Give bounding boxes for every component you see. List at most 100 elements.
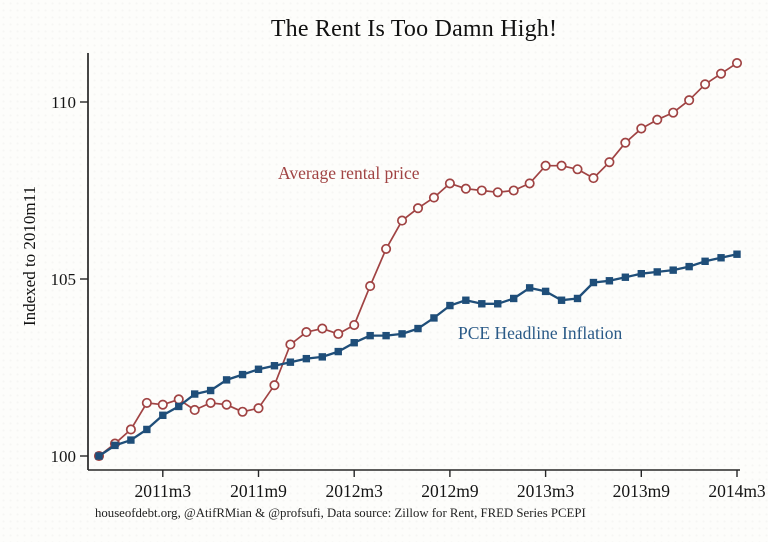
data-point-square (398, 330, 406, 338)
data-point-square (541, 287, 550, 296)
data-point-square (350, 339, 358, 347)
data-point-square (701, 257, 709, 265)
series-markers-pce (95, 250, 741, 460)
data-point-circle (524, 178, 535, 189)
data-point-circle (365, 281, 376, 292)
data-point-square (366, 331, 374, 340)
data-point-square (446, 301, 454, 310)
data-point-square (382, 331, 390, 340)
data-point-circle (476, 185, 487, 196)
data-point-circle (141, 397, 152, 408)
chart-title: The Rent Is Too Damn High! (270, 16, 558, 42)
data-point-square (286, 358, 295, 366)
data-point-square (525, 284, 534, 292)
data-point-circle (253, 403, 264, 414)
data-point-circle (540, 160, 551, 171)
series-label-pce-headline-inflation: PCE Headline Inflation (458, 323, 623, 343)
data-point-square (318, 353, 326, 361)
data-point-circle (684, 95, 695, 106)
x-tick-label: 2014m3 (708, 481, 766, 501)
data-point-square (494, 300, 502, 308)
data-point-square (222, 376, 231, 384)
data-point-square (127, 436, 135, 444)
data-point-circle (412, 203, 424, 214)
y-tick-label: 110 (51, 93, 76, 112)
data-point-square (573, 294, 582, 303)
data-point-circle (349, 319, 360, 331)
data-point-square (414, 324, 422, 333)
data-point-square (334, 347, 342, 356)
data-point-circle (333, 328, 344, 339)
y-tick-label: 100 (51, 447, 77, 466)
y-axis-label: Indexed to 2010m11 (20, 185, 39, 327)
data-point-square (302, 354, 311, 363)
data-point-circle (381, 243, 392, 254)
data-point-circle (715, 68, 727, 79)
data-point-circle (492, 187, 503, 198)
data-point-circle (157, 399, 168, 410)
data-point-square (478, 300, 486, 308)
series-label-average-rental-price: Average rental price (278, 163, 420, 183)
data-point-circle (652, 114, 663, 125)
data-point-circle (556, 160, 567, 171)
x-tick-label: 2011m3 (134, 481, 191, 501)
data-point-circle (731, 58, 743, 69)
data-point-circle (301, 327, 312, 338)
data-point-circle (588, 173, 599, 184)
x-tick-label: 2011m9 (230, 481, 287, 501)
data-point-square (159, 411, 167, 419)
data-point-circle (572, 164, 583, 175)
data-point-square (605, 277, 614, 285)
data-point-circle (285, 339, 296, 350)
data-point-circle (205, 397, 216, 408)
x-tick-label: 2012m3 (326, 481, 384, 501)
data-point-square (621, 273, 630, 281)
data-point-circle (221, 399, 232, 410)
data-point-circle (396, 215, 408, 226)
series-markers-rental (93, 58, 743, 462)
data-point-circle (620, 137, 631, 148)
y-tick-label: 105 (51, 270, 77, 289)
data-point-circle (700, 79, 711, 90)
data-point-square (589, 278, 598, 287)
data-point-square (191, 390, 199, 398)
data-point-square (685, 262, 693, 271)
data-point-circle (125, 424, 136, 435)
data-point-circle (668, 107, 679, 118)
data-point-circle (508, 185, 519, 196)
data-point-circle (444, 178, 455, 189)
data-point-square (175, 402, 183, 411)
data-point-circle (604, 157, 615, 168)
data-point-circle (428, 192, 439, 203)
data-point-circle (173, 394, 184, 405)
x-tick-label: 2013m9 (613, 481, 671, 501)
data-point-circle (460, 183, 471, 194)
series-line-pce (98, 253, 738, 457)
data-point-square (637, 269, 645, 278)
x-tick-label: 2013m3 (517, 481, 575, 501)
data-point-square (270, 362, 279, 370)
data-point-square (238, 370, 247, 379)
data-point-square (717, 254, 725, 262)
data-point-square (254, 365, 263, 373)
data-point-square (669, 266, 677, 274)
x-tick-label: 2012m9 (421, 481, 479, 501)
data-point-circle (636, 123, 647, 134)
data-point-square (143, 425, 151, 434)
data-point-circle (317, 323, 328, 334)
data-point-circle (237, 406, 248, 417)
data-point-square (462, 296, 470, 304)
data-point-circle (269, 380, 280, 391)
source-note: houseofdebt.org, @AtifRMian & @profsufi,… (95, 506, 586, 520)
data-point-square (733, 250, 741, 258)
data-point-circle (189, 404, 200, 416)
data-point-square (510, 294, 518, 303)
data-point-square (430, 314, 438, 322)
data-point-square (111, 441, 119, 450)
data-point-square (557, 296, 566, 304)
data-point-square (653, 268, 661, 276)
data-point-square (206, 386, 215, 395)
data-point-square (95, 452, 103, 460)
